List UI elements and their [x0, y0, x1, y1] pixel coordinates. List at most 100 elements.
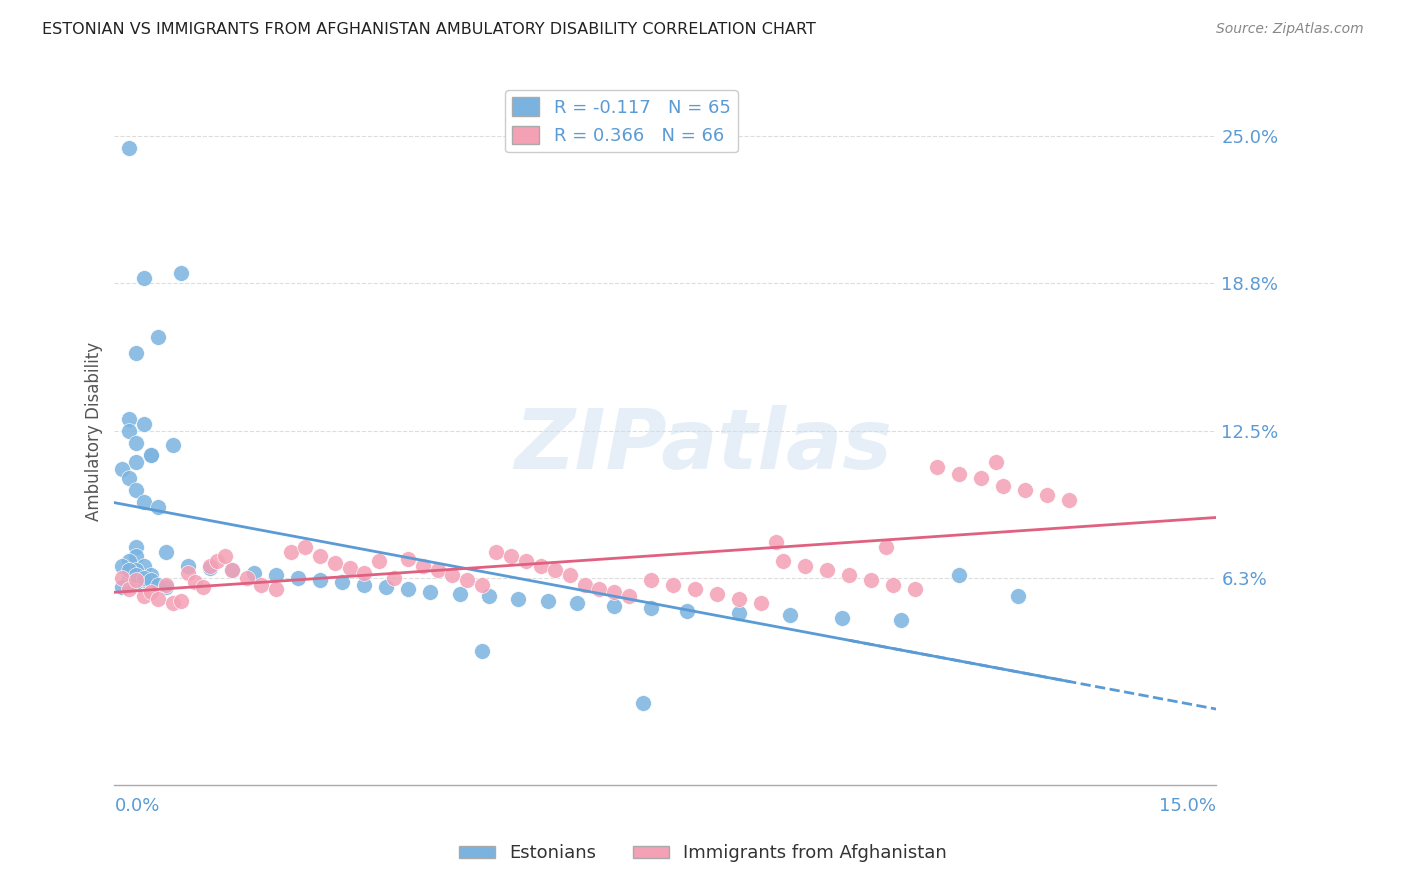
- Point: [765, 535, 787, 549]
- Point: [118, 554, 141, 568]
- Point: [177, 566, 200, 580]
- Point: [676, 603, 699, 617]
- Point: [221, 564, 243, 578]
- Point: [132, 558, 155, 573]
- Point: [412, 558, 434, 573]
- Text: 0.0%: 0.0%: [114, 797, 160, 815]
- Point: [162, 438, 184, 452]
- Point: [441, 568, 464, 582]
- Point: [198, 561, 221, 575]
- Point: [640, 601, 662, 615]
- Point: [948, 568, 970, 582]
- Point: [588, 582, 610, 597]
- Point: [603, 599, 626, 613]
- Point: [111, 558, 134, 573]
- Point: [309, 549, 332, 564]
- Point: [882, 577, 904, 591]
- Point: [125, 564, 148, 578]
- Point: [155, 544, 177, 558]
- Point: [508, 591, 530, 606]
- Point: [323, 557, 346, 571]
- Point: [214, 549, 236, 564]
- Point: [125, 483, 148, 498]
- Point: [515, 554, 537, 568]
- Point: [191, 580, 214, 594]
- Point: [148, 500, 170, 514]
- Point: [728, 591, 751, 606]
- Point: [148, 330, 170, 344]
- Point: [125, 568, 148, 582]
- Point: [794, 558, 817, 573]
- Text: ESTONIAN VS IMMIGRANTS FROM AFGHANISTAN AMBULATORY DISABILITY CORRELATION CHART: ESTONIAN VS IMMIGRANTS FROM AFGHANISTAN …: [42, 22, 815, 37]
- Point: [889, 613, 911, 627]
- Point: [118, 471, 141, 485]
- Point: [382, 570, 405, 584]
- Point: [118, 582, 141, 597]
- Point: [287, 570, 309, 584]
- Point: [640, 573, 662, 587]
- Point: [567, 597, 589, 611]
- Y-axis label: Ambulatory Disability: Ambulatory Disability: [86, 342, 103, 521]
- Point: [139, 568, 162, 582]
- Point: [574, 577, 596, 591]
- Point: [125, 455, 148, 469]
- Point: [139, 448, 162, 462]
- Point: [396, 551, 419, 566]
- Point: [132, 570, 155, 584]
- Point: [749, 597, 772, 611]
- Point: [353, 566, 375, 580]
- Point: [111, 570, 134, 584]
- Point: [339, 561, 361, 575]
- Point: [772, 554, 794, 568]
- Point: [132, 573, 155, 587]
- Point: [633, 696, 655, 710]
- Point: [125, 573, 148, 587]
- Point: [1059, 492, 1081, 507]
- Point: [683, 582, 706, 597]
- Point: [125, 346, 148, 360]
- Point: [815, 564, 838, 578]
- Point: [148, 577, 170, 591]
- Point: [118, 564, 141, 578]
- Point: [111, 580, 134, 594]
- Point: [162, 597, 184, 611]
- Point: [728, 606, 751, 620]
- Legend: Estonians, Immigrants from Afghanistan: Estonians, Immigrants from Afghanistan: [451, 838, 955, 870]
- Point: [118, 424, 141, 438]
- Point: [904, 582, 927, 597]
- Point: [198, 558, 221, 573]
- Point: [661, 577, 683, 591]
- Point: [264, 582, 287, 597]
- Point: [177, 558, 200, 573]
- Point: [221, 564, 243, 578]
- Point: [529, 558, 551, 573]
- Point: [396, 582, 419, 597]
- Legend: R = -0.117   N = 65, R = 0.366   N = 66: R = -0.117 N = 65, R = 0.366 N = 66: [505, 90, 738, 153]
- Point: [875, 540, 897, 554]
- Point: [139, 584, 162, 599]
- Point: [948, 467, 970, 481]
- Point: [471, 643, 494, 657]
- Point: [367, 554, 389, 568]
- Point: [838, 568, 860, 582]
- Point: [132, 417, 155, 432]
- Point: [243, 566, 266, 580]
- Point: [184, 575, 207, 590]
- Point: [478, 590, 501, 604]
- Point: [375, 580, 398, 594]
- Point: [353, 577, 375, 591]
- Point: [1036, 488, 1059, 502]
- Point: [449, 587, 471, 601]
- Point: [118, 412, 141, 426]
- Point: [419, 584, 441, 599]
- Point: [860, 573, 883, 587]
- Point: [125, 436, 148, 450]
- Point: [309, 573, 332, 587]
- Point: [118, 141, 141, 155]
- Point: [330, 575, 353, 590]
- Point: [1007, 590, 1029, 604]
- Point: [139, 573, 162, 587]
- Point: [118, 570, 141, 584]
- Point: [1014, 483, 1036, 498]
- Point: [456, 573, 478, 587]
